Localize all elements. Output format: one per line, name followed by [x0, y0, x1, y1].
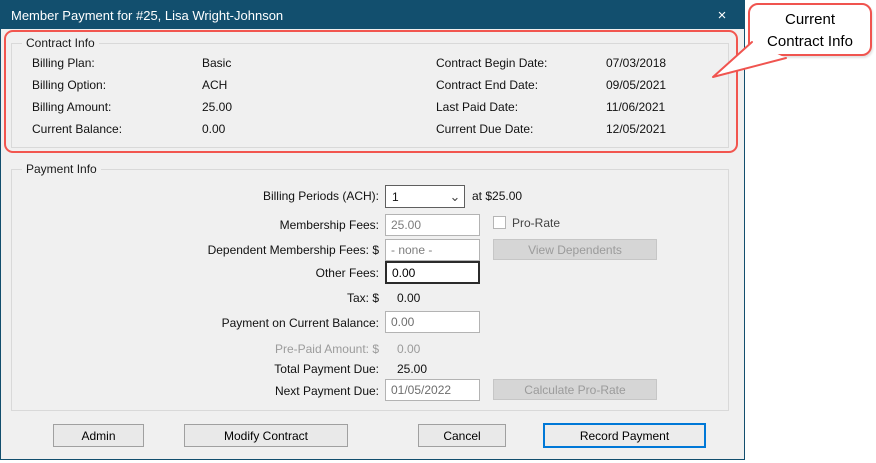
callout-text-line2: Contract Info — [767, 33, 853, 50]
current-balance-value: 0.00 — [202, 122, 226, 136]
admin-button[interactable]: Admin — [53, 424, 144, 447]
contract-end-label: Contract End Date: — [436, 78, 539, 92]
billing-periods-dropdown[interactable]: 1 ⌄ — [385, 185, 465, 208]
next-payment-due-input[interactable] — [385, 379, 480, 401]
current-due-value: 12/05/2021 — [606, 122, 667, 136]
chevron-down-icon: ⌄ — [449, 188, 461, 204]
calculate-pro-rate-button: Calculate Pro-Rate — [493, 379, 657, 400]
total-payment-due-value: 25.00 — [397, 362, 428, 376]
dependent-fees-label: Dependent Membership Fees: $ — [207, 243, 379, 257]
view-dependents-button: View Dependents — [493, 239, 657, 260]
billing-option-label: Billing Option: — [32, 78, 107, 92]
billing-option-value: ACH — [202, 78, 228, 92]
payment-info-group: Payment Info Billing Periods (ACH): 1 ⌄ … — [11, 162, 729, 411]
tax-value: 0.00 — [397, 291, 421, 305]
membership-fees-input — [385, 214, 480, 236]
billing-plan-value: Basic — [202, 56, 232, 70]
other-fees-input[interactable] — [385, 261, 480, 284]
contract-info-group-title: Contract Info — [22, 36, 99, 51]
contract-info-group: Contract Info Billing Plan: Basic Billin… — [11, 36, 729, 148]
close-icon: × — [717, 6, 727, 24]
pro-rate-checkbox[interactable] — [493, 216, 506, 229]
contract-end-value: 09/05/2021 — [606, 78, 667, 92]
last-paid-value: 11/06/2021 — [606, 100, 666, 114]
pre-paid-label: Pre-Paid Amount: $ — [274, 342, 379, 356]
payment-on-balance-input[interactable] — [385, 311, 480, 333]
titlebar[interactable]: Member Payment for #25, Lisa Wright-John… — [1, 1, 744, 29]
last-paid-label: Last Paid Date: — [436, 100, 519, 114]
callout-bubble: Current Contract Info — [748, 3, 872, 56]
next-payment-due-label: Next Payment Due: — [274, 384, 379, 398]
callout-text-line1: Current — [784, 11, 836, 28]
dependent-fees-input — [385, 239, 480, 261]
contract-begin-label: Contract Begin Date: — [436, 56, 548, 70]
window-title: Member Payment for #25, Lisa Wright-John… — [11, 7, 284, 23]
pre-paid-value: 0.00 — [397, 342, 421, 356]
billing-amount-value: 25.00 — [202, 100, 233, 114]
billing-plan-label: Billing Plan: — [32, 56, 95, 70]
modify-contract-button[interactable]: Modify Contract — [184, 424, 348, 447]
record-payment-button[interactable]: Record Payment — [543, 423, 706, 448]
billing-amount-label: Billing Amount: — [32, 100, 112, 114]
pro-rate-label: Pro-Rate — [512, 216, 561, 230]
billing-periods-value: 1 — [392, 189, 399, 204]
total-payment-due-label: Total Payment Due: — [274, 362, 379, 376]
other-fees-label: Other Fees: — [315, 266, 379, 280]
contract-begin-value: 07/03/2018 — [606, 56, 667, 70]
current-due-label: Current Due Date: — [436, 122, 534, 136]
billing-periods-rate-text: at $25.00 — [472, 189, 523, 203]
close-button[interactable]: × — [700, 1, 744, 29]
member-payment-dialog: Member Payment for #25, Lisa Wright-John… — [0, 0, 745, 460]
billing-periods-label: Billing Periods (ACH): — [262, 189, 379, 203]
payment-info-group-title: Payment Info — [22, 162, 101, 177]
payment-on-balance-label: Payment on Current Balance: — [221, 316, 379, 330]
tax-label: Tax: $ — [346, 291, 379, 305]
cancel-button[interactable]: Cancel — [418, 424, 506, 447]
current-balance-label: Current Balance: — [32, 122, 123, 136]
membership-fees-label: Membership Fees: — [279, 218, 379, 232]
